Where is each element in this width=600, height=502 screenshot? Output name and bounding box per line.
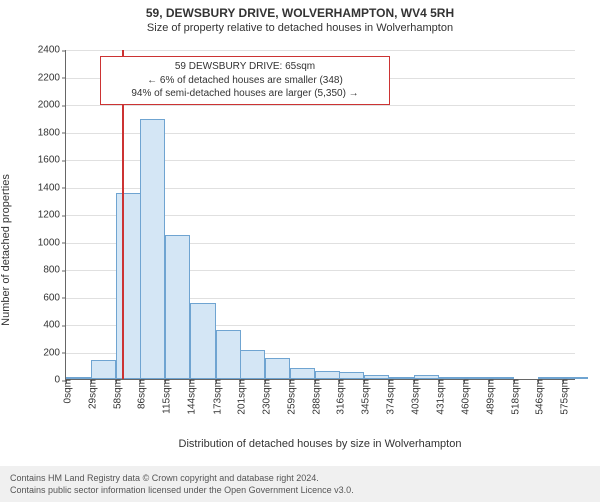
gridline-h [66, 50, 575, 51]
y-tick-label: 800 [43, 265, 66, 276]
x-tick-label: 431sqm [431, 379, 446, 415]
histogram-bar [165, 235, 190, 379]
x-tick-label: 345sqm [357, 379, 372, 415]
x-tick-label: 115sqm [158, 379, 173, 414]
y-tick-label: 400 [43, 320, 66, 331]
histogram-bar [315, 371, 340, 379]
x-tick-label: 403sqm [407, 379, 422, 415]
y-tick-label: 600 [43, 292, 66, 303]
chart-subtitle: Size of property relative to detached ho… [0, 20, 600, 34]
x-tick-label: 546sqm [530, 379, 545, 415]
x-tick-label: 173sqm [208, 379, 223, 415]
histogram-bar [265, 358, 290, 379]
y-tick-label: 1400 [38, 182, 66, 193]
x-tick-label: 230sqm [257, 379, 272, 415]
x-axis-label: Distribution of detached houses by size … [65, 438, 575, 450]
x-tick-label: 0sqm [59, 379, 74, 403]
annotation-line: 59 DEWSBURY DRIVE: 65sqm [109, 60, 381, 74]
annotation-line: 94% of semi-detached houses are larger (… [109, 87, 381, 101]
histogram-bar [240, 350, 265, 379]
x-tick-label: 201sqm [232, 379, 247, 415]
y-tick-label: 200 [43, 347, 66, 358]
histogram-bar [290, 368, 315, 379]
histogram-bar [140, 119, 165, 379]
annotation-box: 59 DEWSBURY DRIVE: 65sqm← 6% of detached… [100, 56, 390, 105]
y-tick-label: 1800 [38, 127, 66, 138]
x-tick-label: 489sqm [481, 379, 496, 415]
annotation-line: ← 6% of detached houses are smaller (348… [109, 74, 381, 88]
histogram-bar [190, 303, 215, 379]
x-tick-label: 29sqm [84, 379, 99, 409]
histogram-bar [91, 360, 116, 379]
histogram-bar [116, 193, 141, 379]
gridline-h [66, 105, 575, 106]
x-tick-label: 374sqm [382, 379, 397, 415]
y-tick-label: 1000 [38, 237, 66, 248]
y-tick-label: 2400 [38, 45, 66, 56]
y-tick-label: 1200 [38, 210, 66, 221]
x-tick-label: 288sqm [307, 379, 322, 415]
footer-line-2: Contains public sector information licen… [10, 484, 590, 496]
histogram-bar [216, 330, 241, 380]
histogram-bar [339, 372, 364, 379]
y-tick-label: 2000 [38, 100, 66, 111]
chart-container: 59, DEWSBURY DRIVE, WOLVERHAMPTON, WV4 5… [0, 0, 600, 500]
x-tick-label: 518sqm [506, 379, 521, 415]
x-tick-label: 144sqm [183, 379, 198, 415]
footer-line-1: Contains HM Land Registry data © Crown c… [10, 472, 590, 484]
chart-title: 59, DEWSBURY DRIVE, WOLVERHAMPTON, WV4 5… [0, 0, 600, 20]
x-tick-label: 86sqm [133, 379, 148, 409]
footer-attribution: Contains HM Land Registry data © Crown c… [0, 466, 600, 502]
x-tick-label: 58sqm [109, 379, 124, 409]
x-tick-label: 575sqm [556, 379, 571, 415]
y-tick-label: 2200 [38, 72, 66, 83]
y-tick-label: 1600 [38, 155, 66, 166]
x-tick-label: 259sqm [282, 379, 297, 415]
x-tick-label: 316sqm [332, 379, 347, 415]
x-tick-label: 460sqm [456, 379, 471, 415]
y-axis-label: Number of detached properties [0, 174, 12, 326]
